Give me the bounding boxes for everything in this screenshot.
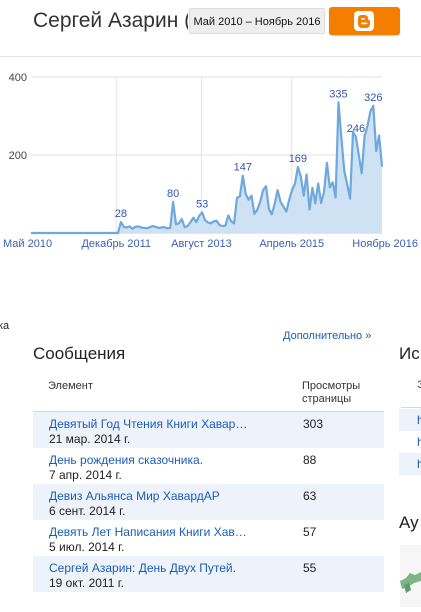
column-header-pageviews: Просмотры страницы [302,380,361,405]
x-tick-label: Май 2010 [3,238,52,250]
table-row: Сергей Азарин: День Двух Путей. 19 окт. … [33,556,384,592]
post-views: 63 [303,489,317,503]
chart-label-layer: 28 80 53 147 169 335 246 326 [115,88,383,220]
y-tick-label: 200 [9,150,27,162]
chart-area-layer [31,101,384,235]
audience-heading: Ау [399,513,419,532]
date-range-selector[interactable]: Май 2010 – Ноябрь 2016 [189,8,325,34]
column-header-fragment: Э [417,379,421,391]
data-label: 246 [347,123,365,135]
posts-heading: Сообщения [33,344,126,363]
post-link[interactable]: Девятый Год Чтения Книги Хавар… [49,417,248,431]
post-views: 88 [303,453,317,467]
source-link[interactable]: h [417,457,421,471]
post-date: 21 мар. 2014 г. [49,432,131,446]
posts-table: Элемент Просмотры страницы Девятый Год Ч… [33,375,384,592]
column-header-element: Элемент [48,380,93,392]
source-link[interactable]: h [417,413,421,427]
blog-title: Сергей Азарин (Э [33,9,188,32]
source-link[interactable]: h [417,435,421,449]
table-row: Девять Лет Написания Книги Хав… 5 июл. 2… [33,520,384,556]
x-tick-label: Август 2013 [171,238,232,250]
post-views: 303 [303,417,324,431]
data-label: 335 [329,88,347,100]
column-divider [401,407,421,408]
post-link[interactable]: Девиз Альянса Мир ХавардАР [49,489,220,503]
post-link[interactable]: Сергей Азарин: День Двух Путей. [49,561,236,575]
chart-grid [31,76,382,234]
table-row: День рождения сказочника. 7 апр. 2014 г.… [33,448,384,484]
post-date: 7 апр. 2014 г. [49,468,122,482]
pageviews-chart: 28 80 53 147 169 335 246 326 200 400 Май 2010 Дека… [3,72,418,250]
data-label: 326 [364,92,382,104]
table-header: Элемент Просмотры страницы [33,375,384,412]
left-edge-fragment: ка [0,320,10,332]
audience-map [400,545,421,607]
blogger-button[interactable] [329,7,400,35]
data-label: 80 [167,188,179,200]
header-divider [0,56,421,57]
post-views: 55 [303,561,317,575]
series-area [31,102,382,233]
post-link[interactable]: Девять Лет Написания Книги Хав… [49,525,247,539]
data-label: 28 [115,208,127,220]
data-label: 169 [289,153,307,165]
map-fragment-shape [400,572,421,593]
chart-axis-layer: 200 400 Май 2010 Декабрь 2011 Август 2013 Апр… [3,72,418,250]
table-row: h [399,431,421,453]
table-row: h [399,453,421,475]
series-line [31,101,384,235]
x-tick-label: Декабрь 2011 [81,238,151,250]
y-tick-label: 400 [9,72,27,84]
post-date: 5 июл. 2014 г. [49,540,125,554]
post-views: 57 [303,525,317,539]
table-row: Девятый Год Чтения Книги Хавар… 21 мар. … [33,412,384,448]
post-date: 6 сент. 2014 г. [49,504,126,518]
table-row: h [399,409,421,431]
x-tick-label: Ноябрь 2016 [352,238,418,250]
traffic-sources-heading: Ис [399,344,420,363]
post-date: 19 окт. 2011 г. [49,576,124,590]
data-label: 147 [234,162,252,174]
post-link[interactable]: День рождения сказочника. [49,453,204,467]
table-row: Девиз Альянса Мир ХавардАР 6 сент. 2014 … [33,484,384,520]
blogger-logo-icon [354,11,374,31]
data-label: 53 [196,198,208,210]
more-link[interactable]: Дополнительно » [283,330,372,342]
x-tick-label: Апрель 2015 [259,238,324,250]
